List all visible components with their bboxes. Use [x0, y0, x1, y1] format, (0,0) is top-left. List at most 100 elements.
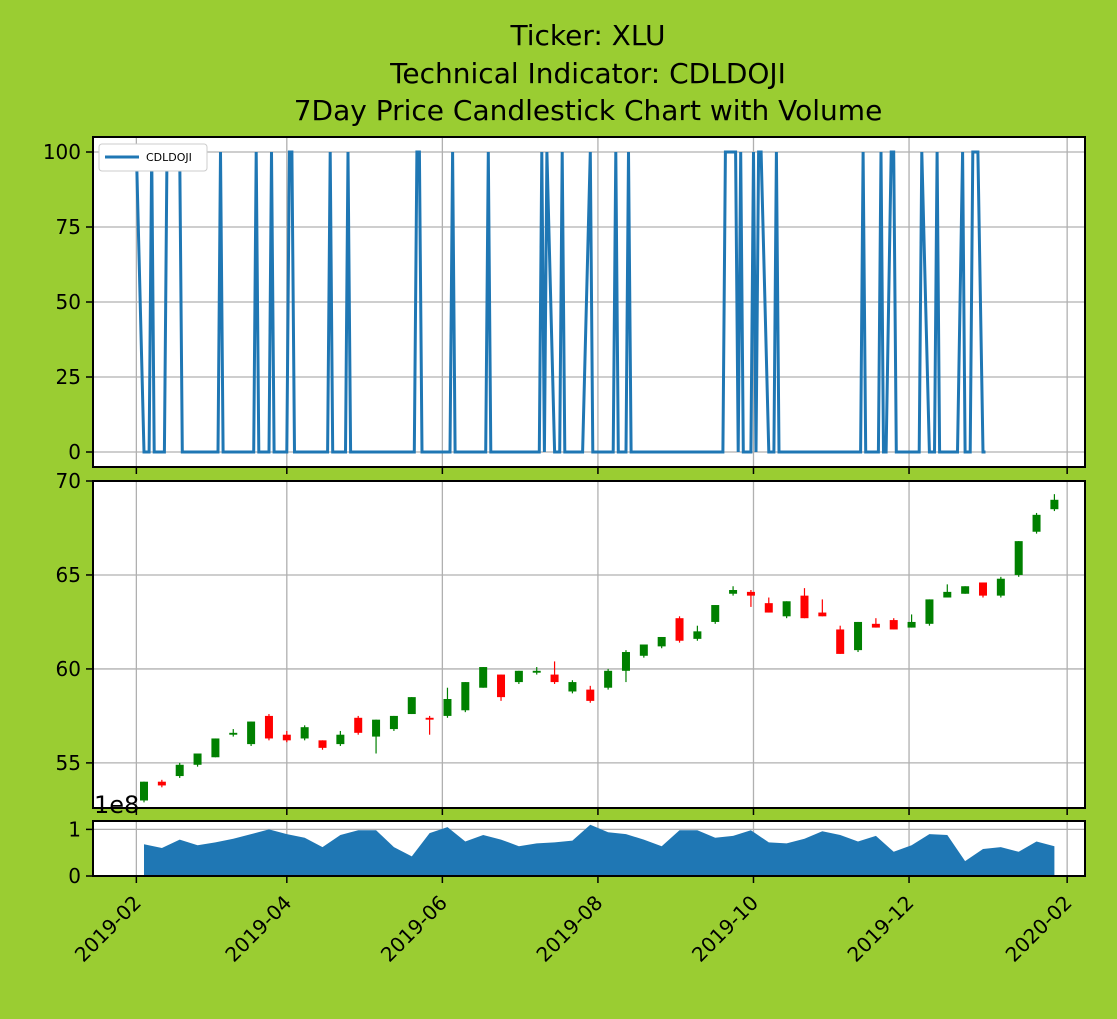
- y-tick-label: 70: [56, 469, 81, 493]
- candle-body: [961, 586, 970, 594]
- candle-body: [800, 595, 809, 619]
- candlestick: [639, 644, 648, 658]
- candle-body: [193, 753, 202, 765]
- chart-title-line-3: 7Day Price Candlestick Chart with Volume: [294, 94, 883, 127]
- candlestick: [800, 588, 809, 619]
- cdldoji-line: [134, 150, 986, 454]
- candle-body: [1014, 541, 1023, 575]
- candle-body: [140, 781, 149, 801]
- candle-body: [621, 652, 630, 671]
- candlestick: [746, 590, 755, 607]
- candle-body: [389, 715, 398, 730]
- candlestick: [943, 584, 952, 598]
- candlestick: [854, 621, 863, 653]
- candle-body: [354, 717, 363, 733]
- candlestick: [764, 597, 773, 613]
- candlestick: [497, 674, 506, 701]
- candle-body: [675, 618, 684, 641]
- candle-body: [871, 623, 880, 628]
- y-tick-label: 55: [56, 751, 81, 775]
- y-tick-label: 50: [56, 290, 81, 314]
- candle-body: [497, 674, 506, 698]
- candlestick: [354, 715, 363, 735]
- candlestick: [1050, 494, 1059, 512]
- volume-panel: 01 1e8: [68, 791, 1086, 888]
- candlestick: [925, 599, 934, 626]
- candlestick: [193, 753, 202, 767]
- candlestick: [282, 730, 291, 743]
- candle-body: [854, 621, 863, 651]
- price-y-axis: 55 60 65 70: [56, 469, 93, 775]
- y-tick-label: 75: [56, 215, 81, 239]
- candlestick: [729, 586, 738, 596]
- candlestick: [336, 730, 345, 746]
- candle-body: [889, 620, 898, 630]
- candlestick: [461, 682, 470, 713]
- volume-y-axis: 01: [68, 817, 93, 888]
- candlestick: [229, 729, 238, 737]
- candle-body: [1032, 514, 1041, 532]
- candle-body: [943, 591, 952, 598]
- candlestick: [407, 697, 416, 715]
- indicator-frame: [92, 136, 1086, 468]
- candlestick: [961, 586, 970, 594]
- candlestick: [675, 616, 684, 643]
- candlestick: [318, 740, 327, 750]
- candlestick: [425, 715, 434, 735]
- candlestick: [978, 582, 987, 598]
- y-tick-label: 100: [43, 140, 81, 164]
- y-tick-label: 1: [68, 817, 81, 841]
- price-plot-area: [93, 481, 1085, 808]
- candlestick: [711, 605, 720, 624]
- candle-body: [229, 732, 238, 735]
- candle-body: [514, 670, 523, 683]
- candle-body: [336, 734, 345, 745]
- chart-title-line-1: Ticker: XLU: [509, 19, 665, 52]
- candle-body: [711, 605, 720, 622]
- indicator-legend: CDLDOJI: [98, 143, 208, 172]
- candle-body: [746, 591, 755, 596]
- candlestick: [1014, 541, 1023, 577]
- candle-body: [318, 740, 327, 748]
- candlestick: [300, 725, 309, 741]
- candle-body: [639, 644, 648, 656]
- candlestick: [532, 667, 541, 675]
- y-tick-label: 65: [56, 563, 81, 587]
- y-tick-label: 25: [56, 365, 81, 389]
- candle-body: [300, 727, 309, 739]
- price-candles: [140, 494, 1059, 803]
- candle-body: [693, 631, 702, 639]
- candlestick: [175, 762, 184, 778]
- candlestick: [1032, 512, 1041, 534]
- candle-body: [1050, 499, 1059, 510]
- candle-body: [443, 699, 452, 716]
- legend-box: [98, 143, 208, 172]
- y-tick-label: 60: [56, 657, 81, 681]
- candle-body: [407, 697, 416, 715]
- candle-body: [282, 734, 291, 741]
- candle-body: [157, 781, 166, 786]
- candle-body: [461, 682, 470, 711]
- candle-body: [836, 629, 845, 654]
- y-tick-label: 0: [68, 440, 81, 464]
- candle-body: [211, 738, 220, 758]
- candlestick: [889, 618, 898, 630]
- candlestick: [621, 650, 630, 683]
- candlestick: [211, 738, 220, 758]
- candle-body: [247, 721, 256, 745]
- candlestick: [907, 614, 916, 628]
- candlestick: [693, 625, 702, 641]
- candlestick: [568, 680, 577, 694]
- indicator-series: [134, 150, 986, 454]
- candlestick: [586, 685, 595, 703]
- candlestick: [514, 670, 523, 684]
- y-tick-label: 0: [68, 864, 81, 888]
- candle-body: [586, 689, 595, 701]
- legend-label: CDLDOJI: [146, 151, 192, 164]
- candle-body: [425, 717, 434, 720]
- candlestick: [389, 715, 398, 731]
- candlestick: [157, 779, 166, 788]
- candlestick: [836, 625, 845, 654]
- candle-body: [264, 715, 273, 739]
